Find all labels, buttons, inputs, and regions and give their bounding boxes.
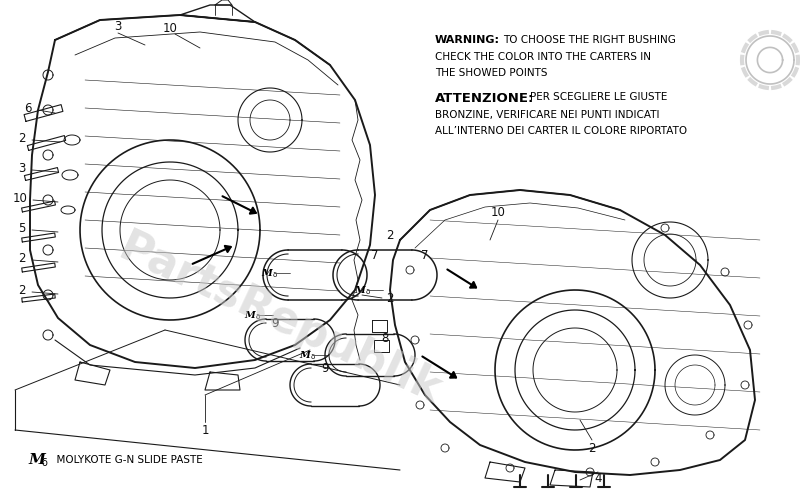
Text: δ: δ bbox=[311, 354, 315, 360]
Text: TO CHOOSE THE RIGHT BUSHING: TO CHOOSE THE RIGHT BUSHING bbox=[503, 35, 676, 45]
Text: δ: δ bbox=[41, 458, 47, 468]
Text: M: M bbox=[354, 286, 365, 294]
Text: 5: 5 bbox=[18, 221, 26, 235]
Text: PartsRepublik: PartsRepublik bbox=[112, 226, 448, 414]
Text: 7: 7 bbox=[422, 248, 429, 262]
Text: 10: 10 bbox=[162, 22, 178, 34]
Text: WARNING:: WARNING: bbox=[435, 35, 500, 45]
Text: 7: 7 bbox=[371, 248, 378, 262]
Text: 2: 2 bbox=[386, 228, 394, 242]
Text: 9: 9 bbox=[322, 362, 329, 374]
Text: BRONZINE, VERIFICARE NEI PUNTI INDICATI: BRONZINE, VERIFICARE NEI PUNTI INDICATI bbox=[435, 110, 659, 120]
Text: M: M bbox=[262, 269, 272, 277]
Text: 3: 3 bbox=[114, 21, 122, 33]
Text: ALL’INTERNO DEI CARTER IL COLORE RIPORTATO: ALL’INTERNO DEI CARTER IL COLORE RIPORTA… bbox=[435, 126, 687, 136]
Text: 6: 6 bbox=[24, 101, 32, 115]
Text: 2: 2 bbox=[386, 292, 394, 304]
Text: δ: δ bbox=[273, 272, 278, 278]
Text: M: M bbox=[299, 350, 310, 360]
Text: 2: 2 bbox=[18, 251, 26, 265]
Text: MOLYKOTE G-N SLIDE PASTE: MOLYKOTE G-N SLIDE PASTE bbox=[50, 455, 202, 465]
Text: ATTENZIONE:: ATTENZIONE: bbox=[435, 92, 534, 105]
Text: 3: 3 bbox=[18, 162, 26, 174]
Text: 10: 10 bbox=[13, 192, 27, 204]
Text: 1: 1 bbox=[202, 423, 209, 437]
Text: δ: δ bbox=[366, 289, 370, 295]
Text: 9: 9 bbox=[271, 317, 278, 329]
Text: 2: 2 bbox=[18, 131, 26, 145]
Text: M: M bbox=[244, 311, 255, 319]
Text: M: M bbox=[28, 453, 45, 467]
Text: CHECK THE COLOR INTO THE CARTERS IN: CHECK THE COLOR INTO THE CARTERS IN bbox=[435, 52, 651, 62]
Text: 2: 2 bbox=[588, 441, 596, 455]
Text: 2: 2 bbox=[18, 284, 26, 296]
Text: 10: 10 bbox=[490, 205, 506, 219]
Text: 4: 4 bbox=[594, 471, 602, 485]
Text: δ: δ bbox=[256, 314, 260, 320]
Text: THE SHOWED POINTS: THE SHOWED POINTS bbox=[435, 68, 547, 78]
Text: 8: 8 bbox=[382, 332, 389, 344]
Text: PER SCEGLIERE LE GIUSTE: PER SCEGLIERE LE GIUSTE bbox=[530, 92, 667, 102]
